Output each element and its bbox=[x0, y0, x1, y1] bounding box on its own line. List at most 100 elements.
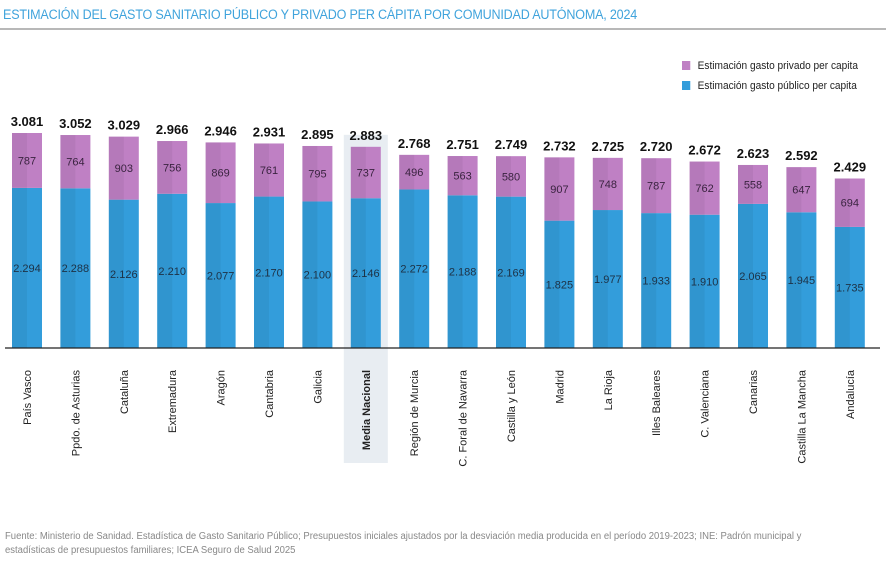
data-label-publico: 1.825 bbox=[546, 279, 574, 291]
bar-privado bbox=[689, 161, 720, 215]
bar-privado bbox=[12, 133, 42, 188]
x-tick-label: Media Nacional bbox=[361, 370, 373, 450]
data-label-total: 2.720 bbox=[640, 139, 673, 154]
data-label-privado: 647 bbox=[792, 185, 810, 197]
data-label-publico: 1.945 bbox=[788, 275, 816, 287]
bar-publico bbox=[786, 212, 817, 348]
bar-privado bbox=[447, 156, 478, 196]
bar-publico bbox=[12, 187, 42, 348]
data-label-privado: 787 bbox=[647, 181, 665, 193]
title-divider bbox=[0, 28, 886, 30]
data-label-privado: 563 bbox=[453, 171, 471, 183]
legend-swatch-privado bbox=[682, 61, 691, 70]
data-label-total: 2.751 bbox=[446, 137, 479, 152]
x-tick-label: C. Foral de Navarra bbox=[458, 369, 470, 466]
bar-privado bbox=[108, 136, 139, 200]
bar-publico bbox=[641, 213, 672, 348]
bar-shade bbox=[689, 161, 705, 348]
data-label-total: 2.725 bbox=[592, 139, 625, 154]
bar-shade bbox=[496, 156, 511, 348]
data-label-publico: 2.288 bbox=[62, 263, 90, 275]
data-label-privado: 580 bbox=[502, 171, 520, 183]
data-label-publico: 2.169 bbox=[497, 267, 525, 279]
x-tick-label: C. Valenciana bbox=[700, 369, 712, 438]
bar-shade bbox=[60, 135, 76, 348]
x-tick-label: Región de Murcia bbox=[409, 369, 421, 456]
data-label-total: 3.052 bbox=[59, 116, 92, 131]
legend-item-publico: Estimación gasto público per capita bbox=[682, 80, 857, 92]
x-tick-label: Madrid bbox=[554, 370, 566, 404]
data-label-publico: 2.188 bbox=[449, 267, 477, 279]
x-tick-label: La Rioja bbox=[603, 369, 615, 410]
bar-shade bbox=[108, 136, 124, 348]
data-label-publico: 2.077 bbox=[207, 271, 235, 283]
bar-publico bbox=[544, 220, 575, 348]
data-label-total: 2.946 bbox=[204, 123, 237, 138]
bar-publico bbox=[60, 188, 91, 348]
bar-publico bbox=[496, 196, 526, 348]
bar-shade bbox=[302, 145, 318, 348]
data-label-total: 2.623 bbox=[737, 146, 770, 161]
bar-shade bbox=[254, 143, 269, 348]
data-label-privado: 748 bbox=[599, 179, 617, 191]
bar-shade bbox=[738, 164, 753, 348]
data-label-publico: 1.735 bbox=[836, 282, 864, 294]
data-label-total: 2.732 bbox=[543, 138, 576, 153]
data-label-publico: 2.272 bbox=[400, 264, 428, 276]
x-tick-label: Illes Baleares bbox=[651, 370, 663, 437]
bar-publico bbox=[108, 199, 139, 348]
data-label-privado: 795 bbox=[308, 169, 326, 181]
bar-shade bbox=[544, 157, 560, 348]
chart-title: ESTIMACIÓN DEL GASTO SANITARIO PÚBLICO Y… bbox=[3, 7, 638, 22]
bar-privado bbox=[254, 143, 284, 197]
bar-publico bbox=[350, 198, 381, 348]
bar-publico bbox=[302, 201, 333, 348]
bar-publico bbox=[592, 210, 623, 348]
bar-publico bbox=[689, 214, 720, 348]
data-label-privado: 762 bbox=[695, 183, 713, 195]
data-label-privado: 764 bbox=[66, 157, 84, 169]
bar-privado bbox=[544, 157, 575, 221]
legend-label-privado: Estimación gasto privado per capita bbox=[697, 60, 858, 72]
data-label-total: 2.768 bbox=[398, 136, 431, 151]
bar-privado bbox=[205, 142, 236, 204]
data-label-publico: 1.910 bbox=[691, 276, 719, 288]
data-label-privado: 558 bbox=[744, 179, 762, 191]
bar-privado bbox=[302, 145, 333, 202]
data-label-total: 3.081 bbox=[11, 114, 44, 129]
bar-privado bbox=[834, 178, 865, 227]
x-tick-label: Extremadura bbox=[167, 369, 179, 433]
bar-shade bbox=[592, 157, 608, 348]
bar-privado bbox=[738, 164, 768, 204]
x-tick-label: Galicia bbox=[312, 369, 324, 404]
bar-shade bbox=[447, 156, 463, 348]
data-label-total: 2.749 bbox=[495, 137, 528, 152]
data-label-total: 2.966 bbox=[156, 122, 189, 137]
bar-shade bbox=[834, 178, 850, 348]
bar-privado bbox=[641, 158, 672, 214]
data-label-privado: 907 bbox=[550, 184, 568, 196]
source-note: Fuente: Ministerio de Sanidad. Estadísti… bbox=[5, 531, 802, 556]
bar-privado bbox=[399, 154, 430, 190]
stacked-bar-chart: 2.294 787 3.081 País Vasco 2.288 764 3.052 Ppdo… bbox=[5, 114, 880, 467]
bar-privado bbox=[60, 135, 91, 189]
data-label-privado: 756 bbox=[163, 162, 181, 174]
data-label-privado: 869 bbox=[211, 168, 229, 180]
x-tick-label: Castilla y León bbox=[506, 370, 518, 442]
x-tick-label: Castilla La Mancha bbox=[796, 369, 808, 463]
legend-item-privado: Estimación gasto privado per capita bbox=[682, 60, 858, 72]
data-label-publico: 2.126 bbox=[110, 269, 138, 281]
bar-publico bbox=[399, 189, 430, 348]
bar-privado bbox=[496, 156, 526, 197]
bar-privado bbox=[592, 157, 623, 211]
legend-label-publico: Estimación gasto público per capita bbox=[697, 80, 857, 92]
bar-publico bbox=[157, 193, 188, 348]
bar-publico bbox=[254, 196, 284, 348]
data-label-total: 2.592 bbox=[785, 148, 818, 163]
data-label-publico: 2.170 bbox=[255, 267, 283, 279]
data-label-privado: 903 bbox=[115, 163, 133, 175]
data-label-total: 2.672 bbox=[688, 143, 721, 158]
bar-publico bbox=[447, 195, 478, 348]
bar-shade bbox=[786, 167, 802, 348]
x-tick-label: Canarias bbox=[748, 370, 760, 415]
